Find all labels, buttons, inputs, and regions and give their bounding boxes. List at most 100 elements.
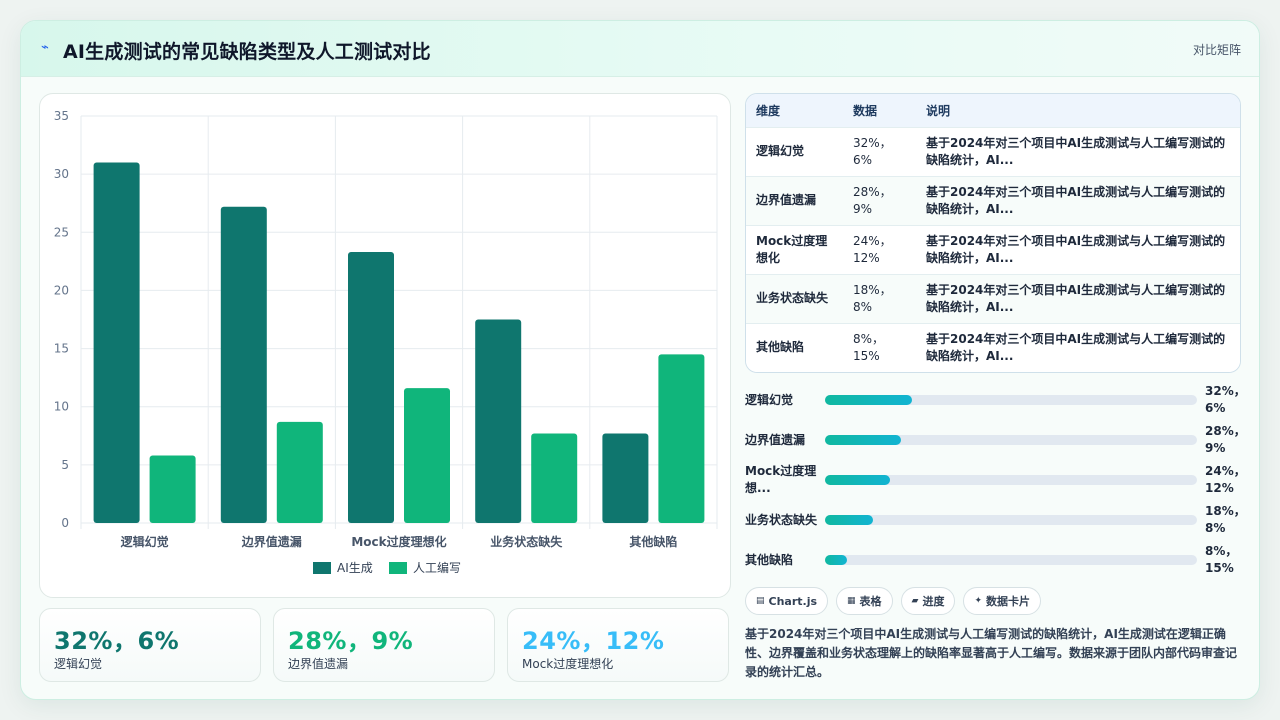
progress-row: 边界值遗漏 28%，9%	[745, 422, 1246, 458]
kpi-value: 24%，12%	[522, 627, 665, 655]
progress-row: 业务状态缺失 18%，8%	[745, 502, 1246, 538]
progress-value: 24%，12%	[1205, 464, 1246, 495]
table-row[interactable]: Mock过度理想化 24%，12% 基于2024年对三个项目中AI生成测试与人工…	[746, 225, 1240, 274]
kpi-label: 边界值遗漏	[288, 657, 349, 671]
y-tick-label: 5	[61, 458, 69, 472]
progress-track	[825, 435, 1197, 445]
x-tick-label: 边界值遗漏	[241, 534, 302, 549]
progress-label: 边界值遗漏	[745, 432, 806, 447]
progress-label: Mock过度理想...	[745, 464, 817, 495]
kpi-label: 逻辑幻觉	[54, 657, 103, 671]
view-chips: ▤ Chart.js ▦ 表格 ▰ 进度 ✦ 数据卡片	[745, 587, 1042, 615]
table-cell-dimension: 逻辑幻觉	[756, 144, 805, 158]
progress-fill	[825, 515, 874, 525]
note-text: 基于2024年对三个项目中AI生成测试与人工编写测试的缺陷统计，AI...	[926, 233, 1226, 265]
table-cell-data: 24%，12%	[853, 233, 892, 265]
note-text: 基于2024年对三个项目中AI生成测试与人工编写测试的缺陷统计，AI...	[926, 184, 1226, 216]
progress-value: 32%，6%	[1205, 384, 1246, 415]
progress-label: 逻辑幻觉	[745, 392, 794, 407]
legend-swatch	[313, 562, 331, 574]
progress-row: 其他缺陷 8%，15%	[745, 542, 1241, 578]
progress-label: 业务状态缺失	[745, 512, 818, 527]
chip-label: Chart.js	[768, 594, 818, 608]
dashboard-card: ⌁ AI生成测试的常见缺陷类型及人工测试对比 对比矩阵 0 5 10 15 20 25 30…	[20, 20, 1260, 700]
bar	[220, 206, 267, 523]
progress-track	[825, 515, 1197, 525]
table-cell-note: 基于2024年对三个项目中AI生成测试与人工编写测试的缺陷统计，AI...	[916, 176, 1240, 225]
y-tick-label: 35	[54, 109, 69, 123]
y-tick-label: 0	[61, 516, 69, 530]
column-header[interactable]: 数据	[853, 103, 878, 118]
table-row[interactable]: 边界值遗漏 28%，9% 基于2024年对三个项目中AI生成测试与人工编写测试的…	[746, 176, 1240, 225]
chip-label: 进度	[922, 595, 945, 608]
summary-description: 基于2024年对三个项目中AI生成测试与人工编写测试的缺陷统计，AI生成测试在逻…	[745, 627, 1238, 679]
view-mode-label[interactable]: 对比矩阵	[1192, 43, 1241, 57]
column-header[interactable]: 维度	[756, 103, 781, 118]
table-cell-note: 基于2024年对三个项目中AI生成测试与人工编写测试的缺陷统计，AI...	[916, 274, 1240, 323]
bar	[404, 388, 450, 523]
progress-icon: ▰	[911, 596, 919, 606]
bar	[276, 421, 323, 523]
note-text: 基于2024年对三个项目中AI生成测试与人工编写测试的缺陷统计，AI...	[926, 331, 1226, 363]
bar-chart-panel: 0 5 10 15 20 25 30 35 逻辑幻觉 边界值遗漏 Mock过度理想化 业务状态缺失 其他…	[39, 93, 731, 598]
chip-label: 数据卡片	[986, 595, 1031, 608]
table-cell-dimension: 业务状态缺失	[756, 291, 829, 305]
table-cell-note: 基于2024年对三个项目中AI生成测试与人工编写测试的缺陷统计，AI...	[916, 225, 1240, 274]
chip-data-card[interactable]: ✦ 数据卡片	[963, 587, 1042, 615]
table-cell-dimension: 其他缺陷	[756, 340, 805, 355]
table-header-row: 维度 数据 说明	[746, 94, 1240, 127]
note-text: 基于2024年对三个项目中AI生成测试与人工编写测试的缺陷统计，AI...	[926, 282, 1226, 314]
table-cell-data: 32%，6%	[853, 135, 892, 167]
chip-progress[interactable]: ▰ 进度	[900, 587, 956, 615]
kpi-card-boundary: 28%，9% 边界值遗漏	[273, 608, 495, 682]
y-tick-label: 15	[54, 342, 69, 356]
table-cell-note: 基于2024年对三个项目中AI生成测试与人工编写测试的缺陷统计，AI...	[916, 323, 1240, 372]
bar	[475, 319, 522, 523]
kpi-value: 32%，6%	[54, 627, 180, 655]
bar-chart: 0 5 10 15 20 25 30 35 逻辑幻觉 边界值遗漏 Mock过度理想化 业务状态缺失 其他…	[54, 109, 718, 575]
progress-value: 8%，15%	[1205, 544, 1238, 575]
kpi-value: 28%，9%	[288, 627, 414, 655]
progress-track	[825, 555, 1197, 565]
table-row[interactable]: 逻辑幻觉 32%，6% 基于2024年对三个项目中AI生成测试与人工编写测试的缺…	[746, 127, 1240, 176]
progress-fill	[825, 395, 913, 405]
progress-value: 28%，9%	[1205, 424, 1246, 455]
progress-track	[825, 395, 1197, 405]
y-tick-label: 10	[54, 400, 69, 414]
bar	[149, 455, 196, 523]
legend-label: AI生成	[337, 561, 373, 575]
legend-label: 人工编写	[413, 560, 461, 575]
kpi-label: Mock过度理想化	[522, 657, 614, 671]
progress-track	[825, 475, 1197, 485]
kpi-card-logic: 32%，6% 逻辑幻觉	[39, 608, 261, 682]
column-header[interactable]: 说明	[926, 103, 951, 118]
table-cell-dimension: Mock过度理想化	[756, 233, 828, 265]
table-cell-data: 18%，8%	[853, 282, 892, 314]
chip-label: 表格	[859, 595, 882, 608]
bar	[602, 433, 649, 523]
x-tick-label: 业务状态缺失	[490, 534, 563, 549]
x-tick-label: Mock过度理想化	[351, 534, 446, 549]
bar	[348, 252, 394, 523]
table-cell-data: 8%，15%	[853, 331, 885, 363]
progress-label: 其他缺陷	[745, 552, 794, 567]
y-tick-label: 30	[54, 167, 69, 181]
x-tick-label: 逻辑幻觉	[121, 534, 169, 549]
progress-row: 逻辑幻觉 32%，6%	[745, 382, 1246, 418]
bar	[93, 162, 140, 523]
table-row[interactable]: 业务状态缺失 18%，8% 基于2024年对三个项目中AI生成测试与人工编写测试…	[746, 274, 1240, 323]
progress-row: Mock过度理想... 24%，12%	[745, 462, 1246, 498]
table-cell-dimension: 边界值遗漏	[756, 193, 817, 207]
chip-chartjs[interactable]: ▤ Chart.js	[745, 587, 829, 615]
header-bar: ⌁ AI生成测试的常见缺陷类型及人工测试对比 对比矩阵	[21, 21, 1259, 77]
note-text: 基于2024年对三个项目中AI生成测试与人工编写测试的缺陷统计，AI...	[926, 135, 1226, 167]
table-row[interactable]: 其他缺陷 8%，15% 基于2024年对三个项目中AI生成测试与人工编写测试的缺…	[746, 323, 1240, 372]
progress-fill	[825, 555, 848, 565]
bar-chart-icon: ▤	[756, 596, 765, 606]
kpi-card-mock: 24%，12% Mock过度理想化	[507, 608, 729, 682]
y-tick-label: 20	[54, 283, 69, 297]
bar	[658, 354, 705, 523]
x-tick-label: 其他缺陷	[629, 534, 677, 549]
chip-table[interactable]: ▦ 表格	[836, 587, 893, 615]
comparison-table: 维度 数据 说明 逻辑幻觉 32%，6% 基于2024年对三个项目中AI生成测试…	[745, 93, 1241, 373]
